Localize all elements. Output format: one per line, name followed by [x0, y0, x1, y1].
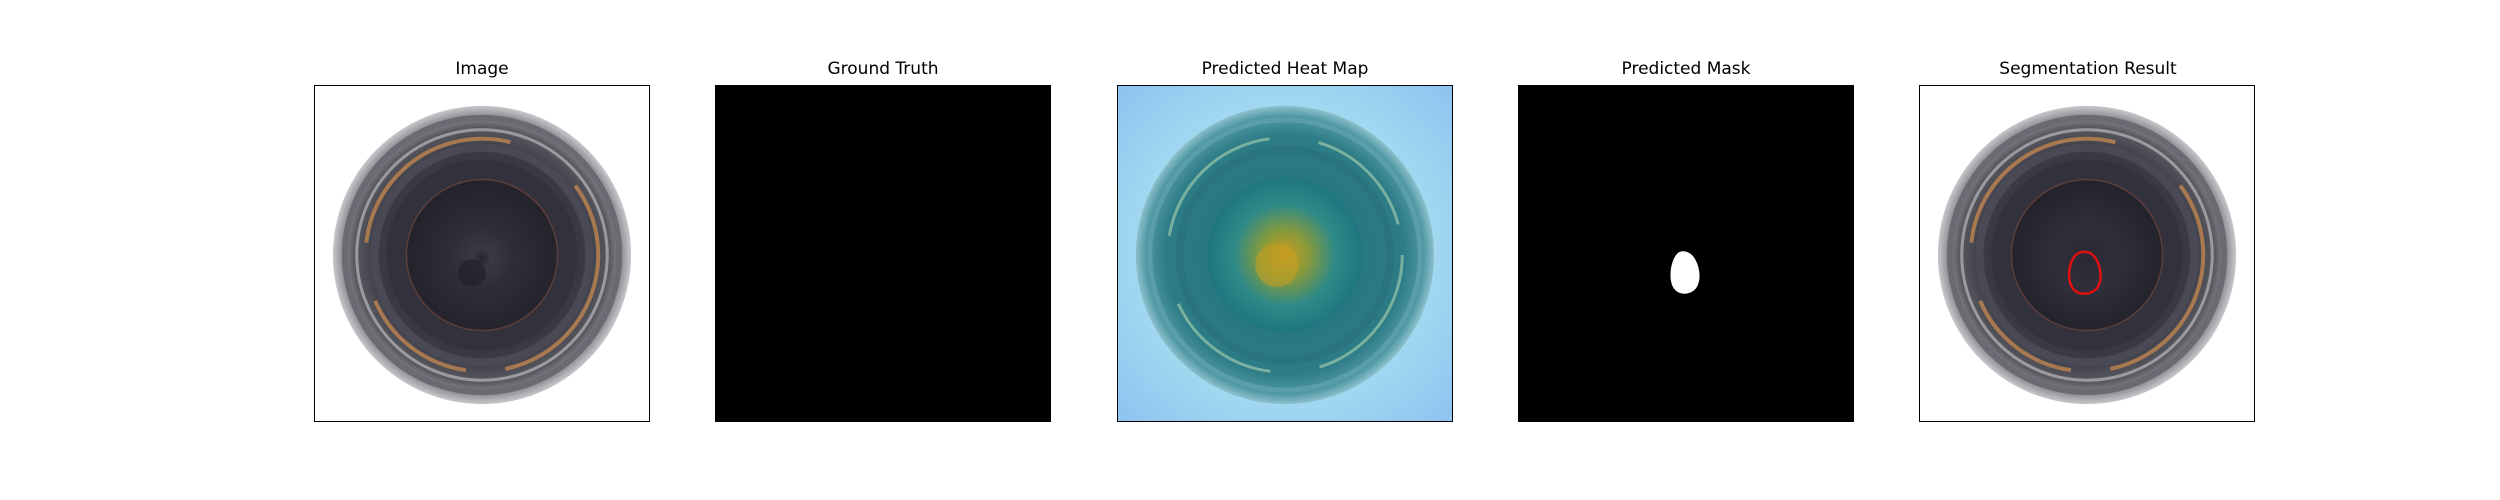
bottle-image [315, 86, 649, 421]
ground-truth-panel [715, 85, 1051, 422]
panel-title-segmentation-result: Segmentation Result [1999, 59, 2177, 79]
panel-title-predicted-mask: Predicted Mask [1621, 59, 1751, 79]
segmentation-contour [2067, 250, 2102, 295]
heat-map-overlay [1118, 86, 1452, 421]
mask-blob [1670, 251, 1700, 294]
ground-truth-mask [716, 86, 1050, 421]
panel-title-heat-map: Predicted Heat Map [1201, 59, 1369, 79]
heat-map-panel [1117, 85, 1453, 422]
image-panel [314, 85, 650, 422]
segmentation-image [1920, 86, 2254, 421]
panel-title-ground-truth: Ground Truth [827, 59, 939, 79]
panel-title-image: Image [455, 59, 509, 79]
predicted-mask [1519, 86, 1853, 421]
segmentation-result-panel [1919, 85, 2255, 422]
predicted-mask-panel [1518, 85, 1854, 422]
